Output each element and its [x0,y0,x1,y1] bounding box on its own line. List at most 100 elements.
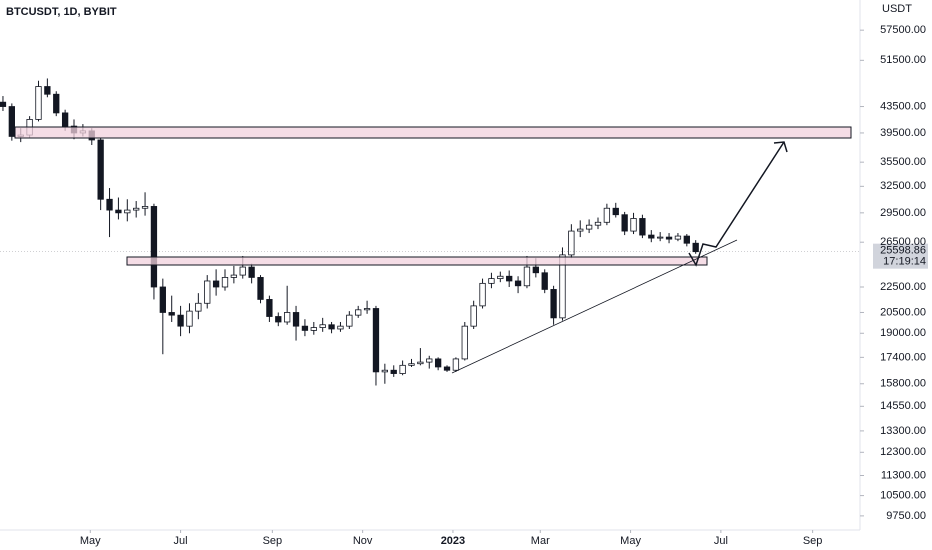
candle-body [212,280,220,288]
candle-body [621,214,628,232]
y-tick-label: 13300.00 [880,425,926,437]
x-tick-label: Mar [531,535,550,547]
candle-body [337,325,344,330]
candle-body [461,325,468,360]
candle-body [372,308,380,373]
candle-body [44,86,51,95]
trend-line [451,239,738,374]
candle-body [381,369,389,373]
candle-body [399,364,406,374]
candle-body [284,312,291,323]
candle-body [452,358,460,371]
y-tick-label: 19000.00 [880,327,926,339]
candle-body [541,272,548,290]
candle-body [417,361,424,365]
candle-body [426,358,433,363]
chart-title: BTCUSDT, 1D, BYBIT [6,6,117,18]
candle-body [266,299,273,317]
candle-body [346,314,353,327]
candle-body [665,236,673,240]
candle-body [692,242,699,253]
y-unit: USDT [882,3,912,15]
y-tick-label: 15800.00 [880,378,926,390]
candle-body [124,209,131,214]
x-tick-label: Sep [803,535,823,547]
y-tick-label: 35500.00 [880,156,926,168]
candle-body [0,101,7,107]
candle-body [363,308,371,311]
candle-body [434,358,442,368]
y-tick-label: 32500.00 [880,180,926,192]
candle-body [8,106,15,137]
candle-body [150,206,158,288]
candle-body [497,275,504,280]
y-tick-label: 51500.00 [880,54,926,66]
candle-body [585,224,593,230]
y-tick-label: 10500.00 [880,490,926,502]
candle-body [168,312,175,316]
candle-body [408,363,415,366]
last-price-label: 25598.86 [880,245,926,257]
candle-body [61,112,69,127]
candle-body [639,218,646,236]
candle-body [204,280,211,304]
candle-body [603,207,611,223]
candle-body [523,266,531,287]
zone-lower [126,256,708,266]
x-tick-label: Jul [174,535,188,547]
candle-body [506,275,513,282]
candle-body [532,266,539,274]
y-tick-label: 43500.00 [880,100,926,112]
candle-body [568,230,575,256]
candle-body [683,235,690,244]
arrow-head [773,141,788,153]
y-tick-label: 17400.00 [880,351,926,363]
candle-body [479,282,486,307]
candle-body [257,277,264,300]
candle-body [195,302,202,312]
candle-body [577,228,584,232]
y-tick-label: 9750.00 [886,510,926,522]
y-tick-label: 26500.00 [880,236,926,248]
candle-body [470,305,477,327]
candle-body [301,325,309,331]
x-tick-label: May [80,535,101,547]
candle-body [106,198,113,211]
candle-body [674,235,682,240]
candle-body [97,139,104,200]
projection-arrow [688,141,785,267]
candle-body [328,324,335,330]
y-tick-label: 22500.00 [880,281,926,293]
candle-body [657,236,664,239]
candle-body [159,286,166,313]
candle-body [35,86,42,120]
candle-body [230,274,238,278]
y-tick-label: 14550.00 [880,400,926,412]
last-price-bg [873,243,928,269]
candle-body [443,366,451,371]
candle-body [53,93,60,114]
y-tick-label: 12300.00 [880,446,926,458]
y-tick-label: 20500.00 [880,306,926,318]
candle-body [612,207,619,216]
candle-body [310,327,317,331]
candle-body [514,280,522,287]
x-tick-label: Jul [714,535,728,547]
candle-body [133,207,140,211]
candle-body [221,277,229,288]
x-tick-label: Sep [263,535,283,547]
candle-body [594,221,602,226]
candle-body [141,206,149,209]
countdown-label: 17:19:14 [883,256,926,268]
candle-body [275,316,282,323]
candle-body [248,266,255,278]
zone-upper [14,126,852,139]
candle-body [292,312,300,327]
x-tick-label: 2023 [441,535,465,547]
y-tick-label: 39500.00 [880,127,926,139]
candle-body [239,266,246,276]
candle-body [319,324,326,328]
